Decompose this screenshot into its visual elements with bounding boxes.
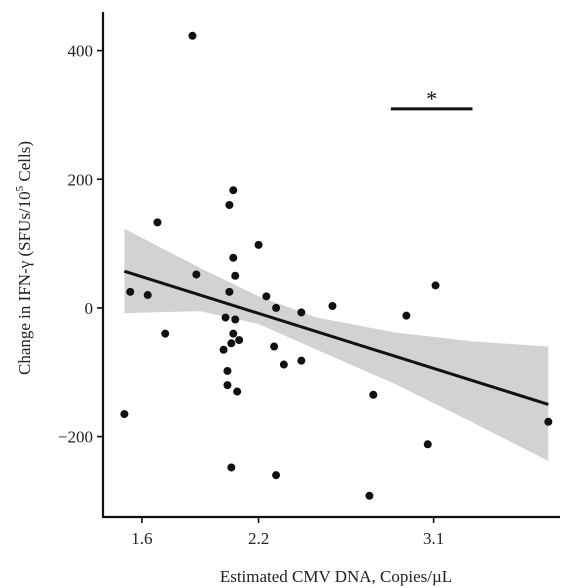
- data-point: [225, 287, 234, 296]
- data-point: [221, 313, 230, 322]
- y-tick-label: 400: [68, 42, 94, 61]
- data-point: [254, 240, 263, 249]
- data-point: [126, 287, 135, 296]
- data-point: [423, 440, 432, 449]
- data-point: [272, 303, 281, 312]
- data-point: [233, 387, 242, 396]
- y-axis-title: Change in IFN-γ (SFUs/105 Cells): [14, 141, 34, 375]
- y-tick-label: −200: [58, 428, 93, 447]
- data-point: [188, 31, 197, 40]
- data-point: [143, 291, 152, 300]
- y-axis-title-main: Change in IFN-γ (SFUs/10: [15, 191, 34, 375]
- y-tick-label: 200: [68, 170, 94, 189]
- x-tick-label: 3.1: [423, 529, 444, 548]
- data-point: [431, 281, 440, 290]
- axes-layer: 400 200 0 −200 1.6 2.2 3.1: [58, 12, 560, 548]
- data-point: [227, 339, 236, 348]
- y-axis-title-superscript: 5: [14, 185, 26, 191]
- data-point: [544, 417, 553, 426]
- data-point: [225, 200, 234, 209]
- data-point: [402, 311, 411, 320]
- data-point: [223, 381, 232, 390]
- data-point: [153, 218, 162, 227]
- data-point: [227, 463, 236, 472]
- x-tick-label: 2.2: [248, 529, 269, 548]
- x-tick-label: 1.6: [131, 529, 152, 548]
- data-point: [231, 315, 240, 324]
- y-tick-label: 0: [85, 299, 94, 318]
- data-point: [279, 360, 288, 369]
- data-point: [262, 292, 271, 301]
- significance-annotation-layer: *: [390, 86, 473, 111]
- data-point: [272, 471, 281, 480]
- data-point: [365, 491, 374, 500]
- significance-asterisk: *: [426, 86, 437, 111]
- data-point: [235, 336, 244, 345]
- data-points-layer: [120, 31, 553, 500]
- data-point: [223, 366, 232, 375]
- data-point: [229, 329, 238, 338]
- data-point: [219, 345, 228, 354]
- x-axis-title: Estimated CMV DNA, Copies/µL: [220, 567, 452, 586]
- data-point: [161, 329, 170, 338]
- data-point: [229, 186, 238, 195]
- y-axis-title-suffix: Cells): [15, 141, 34, 186]
- confidence-band-layer: [124, 228, 549, 461]
- data-point: [120, 410, 129, 419]
- data-point: [328, 301, 337, 310]
- regression-line-layer: [123, 269, 549, 406]
- confidence-band: [124, 228, 549, 461]
- data-point: [297, 308, 306, 317]
- data-point: [270, 342, 279, 351]
- data-point: [369, 390, 378, 399]
- data-point: [297, 356, 306, 365]
- data-point: [231, 271, 240, 280]
- data-point: [192, 270, 201, 279]
- data-point: [229, 253, 238, 262]
- regression-line: [123, 269, 549, 406]
